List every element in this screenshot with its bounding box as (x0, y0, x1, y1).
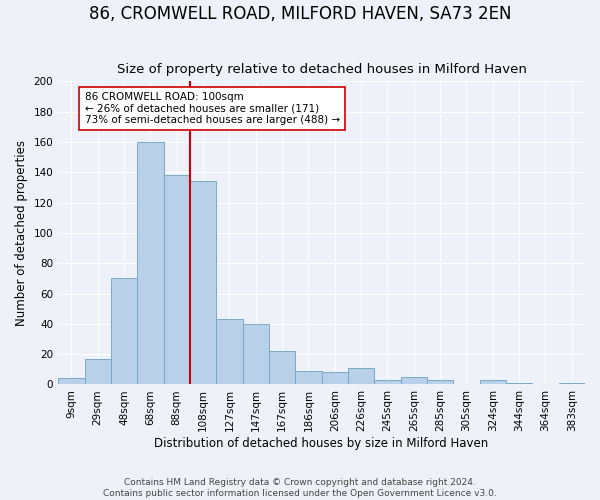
Text: 86 CROMWELL ROAD: 100sqm
← 26% of detached houses are smaller (171)
73% of semi-: 86 CROMWELL ROAD: 100sqm ← 26% of detach… (85, 92, 340, 125)
Bar (427, 380, 453, 384)
Bar (506, 383, 532, 384)
Bar (348, 368, 374, 384)
Bar (137, 142, 164, 384)
Text: 86, CROMWELL ROAD, MILFORD HAVEN, SA73 2EN: 86, CROMWELL ROAD, MILFORD HAVEN, SA73 2… (89, 5, 511, 23)
Bar (242, 324, 269, 384)
Text: Contains HM Land Registry data © Crown copyright and database right 2024.
Contai: Contains HM Land Registry data © Crown c… (103, 478, 497, 498)
Bar (216, 320, 242, 384)
Title: Size of property relative to detached houses in Milford Haven: Size of property relative to detached ho… (116, 63, 527, 76)
X-axis label: Distribution of detached houses by size in Milford Haven: Distribution of detached houses by size … (154, 437, 489, 450)
Bar (322, 372, 348, 384)
Bar (164, 176, 190, 384)
Bar (479, 380, 506, 384)
Bar (269, 351, 295, 384)
Bar (295, 371, 322, 384)
Bar (374, 380, 401, 384)
Bar (190, 182, 216, 384)
Bar (85, 358, 111, 384)
Bar (111, 278, 137, 384)
Bar (559, 383, 585, 384)
Y-axis label: Number of detached properties: Number of detached properties (15, 140, 28, 326)
Bar (58, 378, 85, 384)
Bar (401, 377, 427, 384)
